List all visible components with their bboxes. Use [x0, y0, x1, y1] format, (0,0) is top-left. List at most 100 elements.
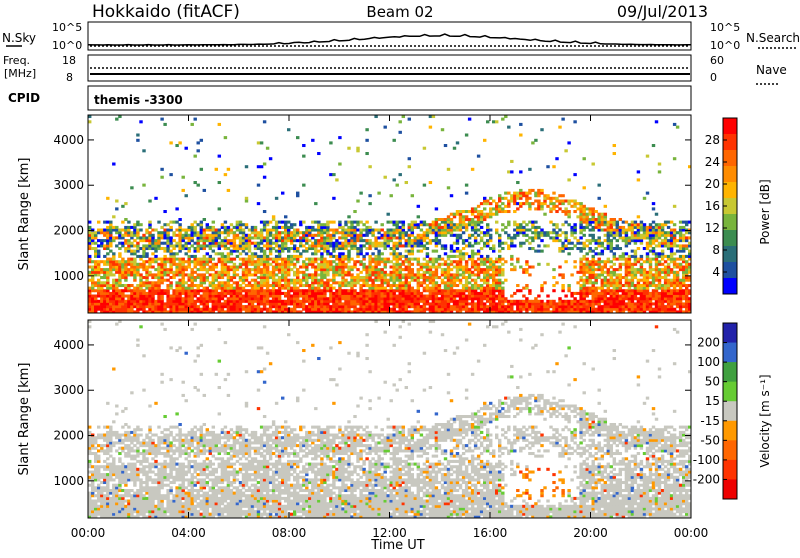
heatmap-cell — [272, 266, 275, 269]
heatmap-cell — [197, 239, 200, 242]
heatmap-cell — [272, 247, 275, 250]
heatmap-cell — [579, 297, 582, 300]
heatmap-cell — [317, 273, 320, 276]
heatmap-cell — [203, 218, 206, 221]
heatmap-cell — [257, 289, 260, 292]
heatmap-cell — [106, 226, 109, 229]
heatmap-cell — [426, 271, 429, 274]
heatmap-cell — [142, 252, 145, 255]
heatmap-cell — [157, 266, 160, 269]
heatmap-cell — [646, 260, 649, 263]
heatmap-cell — [399, 234, 402, 237]
heatmap-cell — [323, 263, 326, 266]
heatmap-cell — [513, 266, 516, 269]
heatmap-cell — [652, 239, 655, 242]
heatmap-cell — [254, 255, 257, 258]
heatmap-cell — [133, 289, 136, 292]
heatmap-cell — [619, 287, 622, 290]
heatmap-cell — [474, 289, 477, 292]
heatmap-cell — [610, 218, 613, 221]
heatmap-cell — [124, 287, 127, 290]
heatmap-cell — [453, 284, 456, 287]
heatmap-cell — [341, 229, 344, 232]
heatmap-cell — [390, 229, 393, 232]
heatmap-cell — [384, 239, 387, 242]
heatmap-cell — [643, 279, 646, 282]
heatmap-cell — [194, 266, 197, 269]
heatmap-cell — [278, 250, 281, 253]
heatmap-cell — [384, 281, 387, 284]
heatmap-cell — [377, 295, 380, 298]
heatmap-cell — [178, 223, 181, 226]
heatmap-cell — [411, 297, 414, 300]
heatmap-cell — [335, 308, 338, 311]
heatmap-cell — [414, 258, 417, 261]
heatmap-cell — [408, 287, 411, 290]
heatmap-cell — [142, 289, 145, 292]
heatmap-cell — [652, 258, 655, 261]
heatmap-cell — [239, 305, 242, 308]
heatmap-cell — [305, 273, 308, 276]
heatmap-cell — [115, 292, 118, 295]
heatmap-cell — [302, 231, 305, 234]
heatmap-cell — [197, 284, 200, 287]
heatmap-cell — [613, 295, 616, 298]
heatmap-cell — [555, 239, 558, 242]
heatmap-cell — [589, 223, 592, 226]
heatmap-cell — [501, 258, 504, 261]
heatmap-cell — [459, 300, 462, 303]
heatmap-cell — [200, 226, 203, 229]
heatmap-cell — [91, 268, 94, 271]
heatmap-cell — [136, 289, 139, 292]
heatmap-cell — [139, 289, 142, 292]
heatmap-cell — [374, 247, 377, 250]
heatmap-cell — [405, 239, 408, 242]
heatmap-cell — [127, 247, 130, 250]
heatmap-cell — [251, 258, 254, 261]
heatmap-cell — [531, 300, 534, 303]
heatmap-cell — [402, 302, 405, 305]
heatmap-cell — [344, 244, 347, 247]
heatmap-cell — [185, 147, 188, 150]
heatmap-cell — [534, 221, 537, 224]
heatmap-cell — [622, 263, 625, 266]
heatmap-cell — [579, 289, 582, 292]
heatmap-cell — [492, 297, 495, 300]
heatmap-cell — [356, 292, 359, 295]
heatmap-cell — [447, 268, 450, 271]
heatmap-cell — [103, 268, 106, 271]
heatmap-cell — [417, 273, 420, 276]
heatmap-cell — [628, 255, 631, 258]
heatmap-cell — [420, 305, 423, 308]
heatmap-cell — [203, 308, 206, 311]
heatmap-cell — [218, 242, 221, 245]
heatmap-cell — [396, 287, 399, 290]
heatmap-cell — [492, 284, 495, 287]
heatmap-cell — [601, 223, 604, 226]
heatmap-cell — [362, 295, 365, 298]
heatmap-cell — [374, 271, 377, 274]
heatmap-cell — [221, 242, 224, 245]
heatmap-cell — [139, 300, 142, 303]
heatmap-cell — [402, 221, 405, 224]
heatmap-cell — [432, 231, 435, 234]
heatmap-cell — [586, 300, 589, 303]
freq-unit: [MHz] — [4, 67, 36, 80]
heatmap-cell — [519, 194, 522, 197]
heatmap-cell — [492, 266, 495, 269]
heatmap-cell — [628, 289, 631, 292]
heatmap-cell — [154, 258, 157, 261]
heatmap-cell — [290, 239, 293, 242]
heatmap-cell — [456, 250, 459, 253]
heatmap-cell — [371, 297, 374, 300]
heatmap-cell — [402, 297, 405, 300]
heatmap-cell — [215, 295, 218, 298]
heatmap-cell — [203, 260, 206, 263]
heatmap-cell — [655, 273, 658, 276]
heatmap-cell — [625, 252, 628, 255]
heatmap-cell — [387, 295, 390, 298]
heatmap-cell — [471, 213, 474, 216]
heatmap-cell — [344, 255, 347, 258]
heatmap-cell — [136, 295, 139, 298]
heatmap-cell — [429, 231, 432, 234]
